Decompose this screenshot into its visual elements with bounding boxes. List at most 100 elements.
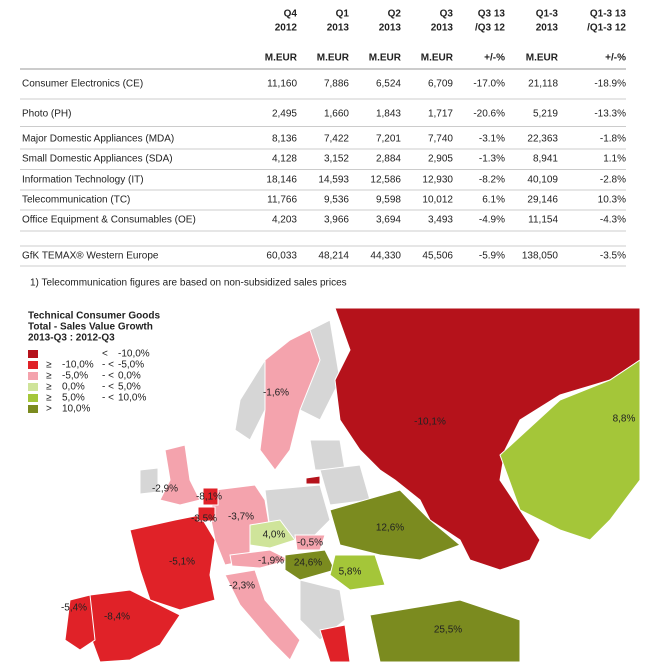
legend-swatch xyxy=(28,383,38,391)
cell: 9,598 xyxy=(376,195,401,206)
cell: 6.1% xyxy=(482,195,505,206)
unit-header: M.EUR xyxy=(526,53,559,64)
legend-text: - < xyxy=(102,371,114,382)
cell: -18.9% xyxy=(594,79,626,90)
cell: 4,203 xyxy=(272,215,297,226)
country-label: 4,0% xyxy=(263,530,286,541)
cell: -17.0% xyxy=(473,79,505,90)
column-header: /Q1-3 12 xyxy=(587,23,626,34)
column-header: Q4 xyxy=(284,9,298,20)
country-label: 25,5% xyxy=(434,625,462,636)
column-header: Q1-3 13 xyxy=(590,9,627,20)
cell: 29,146 xyxy=(527,195,558,206)
cell: 3,694 xyxy=(376,215,401,226)
column-header: 2013 xyxy=(379,23,402,34)
legend-text: 10,0% xyxy=(118,393,146,404)
cell: -13.3% xyxy=(594,109,626,120)
legend-text: 0,0% xyxy=(62,382,85,393)
row-label: Photo (PH) xyxy=(22,109,71,120)
country-label: -5,1% xyxy=(169,557,195,568)
cell: 11,154 xyxy=(528,215,558,226)
row-label: Small Domestic Appliances (SDA) xyxy=(22,154,173,165)
row-label: GfK TEMAX® Western Europe xyxy=(22,251,159,262)
cell: 8,136 xyxy=(272,134,297,145)
cell: -2.8% xyxy=(600,175,626,186)
country-label: -2,9% xyxy=(152,484,178,495)
map-title: Technical Consumer Goods xyxy=(28,311,160,322)
column-header: /Q3 12 xyxy=(475,23,505,34)
cell: -1.8% xyxy=(600,134,626,145)
legend-text: -10,0% xyxy=(118,349,150,360)
cell: -4.3% xyxy=(600,215,626,226)
column-header: Q1-3 xyxy=(536,9,559,20)
countries xyxy=(64,307,641,663)
country-label: -3,5% xyxy=(191,514,217,525)
column-header: 2012 xyxy=(275,23,298,34)
cell: 2,495 xyxy=(272,109,297,120)
country-label: 8,8% xyxy=(613,414,636,425)
cell: 6,709 xyxy=(428,79,453,90)
cell: 18,146 xyxy=(266,175,297,186)
cell: -3.5% xyxy=(600,251,626,262)
cell: 3,493 xyxy=(428,215,453,226)
cell: 4,128 xyxy=(272,154,297,165)
cell: 3,152 xyxy=(324,154,349,165)
legend-swatch xyxy=(28,405,38,413)
country-label: -1,6% xyxy=(263,388,289,399)
column-header: Q1 xyxy=(336,9,350,20)
legend-text: -5,0% xyxy=(118,360,144,371)
cell: 5,219 xyxy=(533,109,558,120)
cell: -3.1% xyxy=(479,134,505,145)
unit-header: +/-% xyxy=(605,53,626,64)
cell: 21,118 xyxy=(528,79,558,90)
cell: -8.2% xyxy=(479,175,505,186)
cell: 7,740 xyxy=(428,134,453,145)
unit-header: M.EUR xyxy=(317,53,350,64)
cell: 10.3% xyxy=(598,195,626,206)
legend-swatch xyxy=(28,372,38,380)
footnote: 1) Telecommunication figures are based o… xyxy=(30,278,347,289)
column-header: 2013 xyxy=(536,23,559,34)
country-label: -2,3% xyxy=(229,581,255,592)
legend-swatch xyxy=(28,361,38,369)
cell: 48,214 xyxy=(318,251,349,262)
legend-text: 10,0% xyxy=(62,404,90,415)
cell: 60,033 xyxy=(266,251,297,262)
country-label: -0,5% xyxy=(297,538,323,549)
map-title: 2013-Q3 : 2012-Q3 xyxy=(28,333,115,344)
cell: 3,966 xyxy=(324,215,349,226)
cell: 12,586 xyxy=(370,175,401,186)
cell: 44,330 xyxy=(370,251,401,262)
cell: 11,766 xyxy=(267,195,297,206)
country-label: 12,6% xyxy=(376,523,404,534)
cell: 1.1% xyxy=(603,154,626,165)
legend-text: ≥ xyxy=(46,371,52,382)
country-label: -8,1% xyxy=(196,492,222,503)
legend-text: > xyxy=(46,404,52,415)
legend-swatch xyxy=(28,350,38,358)
country-label: 24,6% xyxy=(294,558,322,569)
cell: 1,660 xyxy=(324,109,349,120)
row-label: Office Equipment & Consumables (OE) xyxy=(22,215,196,226)
country-label: -5,4% xyxy=(61,603,87,614)
cell: 11,160 xyxy=(267,79,297,90)
country-label: 5,8% xyxy=(339,567,362,578)
map-title: Total - Sales Value Growth xyxy=(28,322,153,333)
column-header: Q2 xyxy=(388,9,402,20)
country-label: -8,4% xyxy=(104,612,130,623)
cell: 1,717 xyxy=(428,109,453,120)
country-label: -10,1% xyxy=(414,417,446,428)
column-header: Q3 13 xyxy=(478,9,506,20)
column-header: 2013 xyxy=(327,23,350,34)
legend-text: ≥ xyxy=(46,360,52,371)
row-label: Consumer Electronics (CE) xyxy=(22,79,143,90)
column-header: Q3 xyxy=(440,9,454,20)
cell: 45,506 xyxy=(422,251,453,262)
cell: -20.6% xyxy=(473,109,505,120)
legend-text: -5,0% xyxy=(62,371,88,382)
cell: 2,905 xyxy=(428,154,453,165)
legend-text: - < xyxy=(102,360,114,371)
cell: 40,109 xyxy=(527,175,558,186)
legend-text: - < xyxy=(102,393,114,404)
